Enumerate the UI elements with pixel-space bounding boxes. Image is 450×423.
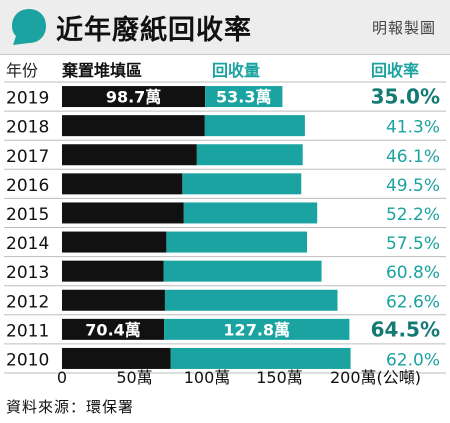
recovery-rate-label: 52.2%	[386, 205, 440, 225]
recovered-bar	[170, 347, 351, 369]
recovery-rate-label: 62.6%	[386, 292, 440, 312]
chart-header: 近年廢紙回收率 明報製圖	[0, 0, 450, 55]
recovery-rate-label: 60.8%	[386, 263, 440, 283]
recovery-rate-label: 35.0%	[371, 85, 440, 109]
column-header-landfill: 棄置堆填區	[62, 61, 143, 80]
recovered-value-label: 53.3萬	[216, 88, 271, 107]
landfill-bar	[62, 231, 167, 253]
recovery-rate-label: 57.5%	[386, 234, 440, 254]
column-header-year: 年份	[6, 61, 39, 80]
recovered-bar	[164, 289, 338, 311]
recovered-bar	[204, 115, 305, 137]
chart-title: 近年廢紙回收率	[56, 15, 252, 46]
year-label: 2015	[6, 205, 49, 225]
landfill-value-label: 70.4萬	[85, 320, 140, 339]
landfill-bar	[62, 260, 164, 282]
recovery-rate-label: 64.5%	[371, 317, 440, 341]
recovered-bar	[166, 231, 308, 253]
landfill-bar	[62, 173, 183, 195]
year-label: 2010	[6, 350, 49, 370]
x-tick-label: 150萬	[256, 368, 303, 387]
x-tick-label: 50萬	[116, 368, 152, 387]
recovered-value-label: 127.8萬	[223, 320, 290, 339]
recovery-rate-label: 62.0%	[386, 350, 440, 370]
year-label: 2017	[6, 147, 49, 167]
year-label: 2012	[6, 292, 49, 312]
year-label: 2011	[6, 321, 49, 341]
recovered-bar	[164, 318, 350, 340]
x-tick-label: 200萬(公噸)	[330, 368, 421, 387]
landfill-bar	[62, 347, 171, 369]
recovered-bar	[183, 202, 318, 224]
column-header-rate: 回收率	[371, 61, 420, 80]
x-tick-label: 100萬	[184, 368, 231, 387]
chart-credit: 明報製圖	[371, 19, 436, 37]
year-label: 2013	[6, 263, 49, 283]
year-label: 2019	[6, 89, 49, 109]
landfill-bar	[62, 289, 165, 311]
recovery-rate-label: 41.3%	[386, 118, 440, 138]
year-label: 2014	[6, 234, 49, 254]
landfill-bar	[62, 115, 205, 137]
recovered-bar	[163, 260, 322, 282]
recovery-rate-label: 46.1%	[386, 147, 440, 167]
recovered-bar	[182, 173, 302, 195]
x-tick-label: 0	[57, 368, 67, 387]
landfill-bar	[62, 86, 206, 108]
data-source-note: 資料來源：環保署	[6, 398, 135, 416]
landfill-bar	[62, 144, 197, 166]
column-header-recovered: 回收量	[212, 61, 261, 80]
recovery-rate-label: 49.5%	[386, 176, 440, 196]
recovered-bar	[205, 86, 283, 108]
landfill-bar	[62, 202, 184, 224]
year-label: 2018	[6, 118, 49, 138]
year-label: 2016	[6, 176, 49, 196]
landfill-bar	[62, 318, 165, 340]
speech-bubble-icon	[12, 9, 46, 45]
landfill-value-label: 98.7萬	[106, 88, 161, 107]
recovered-bar	[196, 144, 303, 166]
